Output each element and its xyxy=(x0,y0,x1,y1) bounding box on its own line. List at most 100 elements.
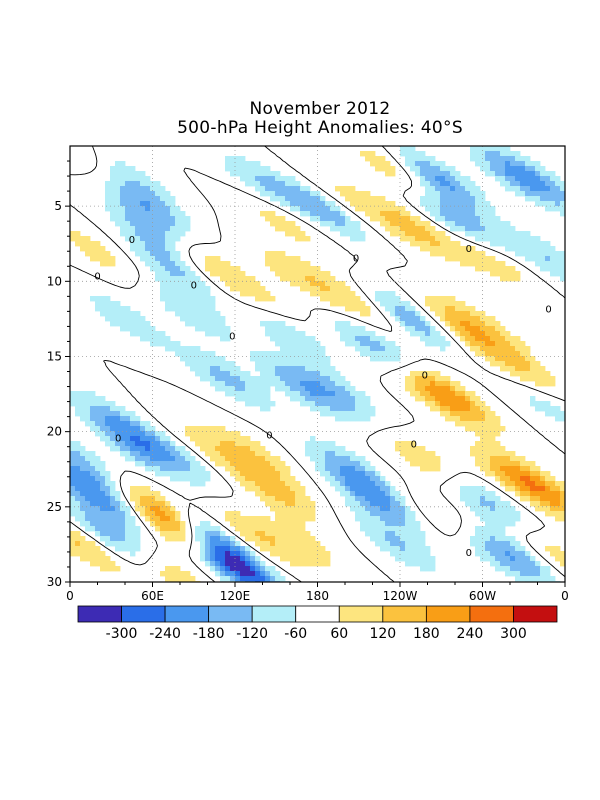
field-cell xyxy=(325,356,331,362)
field-cell xyxy=(420,536,426,542)
field-cell xyxy=(335,396,341,402)
field-cell xyxy=(225,266,231,272)
field-cell xyxy=(510,556,516,562)
field-cell xyxy=(330,291,336,297)
field-cell xyxy=(440,406,446,412)
field-cell xyxy=(535,196,541,202)
field-cell xyxy=(125,526,131,532)
field-cell xyxy=(515,251,521,257)
field-cell xyxy=(380,541,386,547)
field-cell xyxy=(235,561,241,567)
field-cell xyxy=(300,236,306,242)
field-cell xyxy=(95,511,101,517)
field-cell xyxy=(145,321,151,327)
field-cell xyxy=(490,506,496,512)
field-cell xyxy=(340,291,346,297)
field-cell xyxy=(490,511,496,517)
field-cell xyxy=(155,516,161,522)
field-cell xyxy=(200,281,206,287)
field-cell xyxy=(435,211,441,217)
field-cell xyxy=(95,301,101,307)
field-cell xyxy=(390,296,396,302)
field-cell xyxy=(110,436,116,442)
field-cell xyxy=(300,211,306,217)
y-tick-label: 5 xyxy=(54,199,62,213)
field-cell xyxy=(355,206,361,212)
field-cell xyxy=(510,246,516,252)
field-cell xyxy=(135,501,141,507)
field-cell xyxy=(295,256,301,262)
field-cell xyxy=(200,531,206,537)
field-cell xyxy=(300,281,306,287)
field-cell xyxy=(535,576,541,582)
field-cell xyxy=(95,476,101,482)
field-cell xyxy=(370,351,376,357)
field-cell xyxy=(215,461,221,467)
field-cell xyxy=(90,411,96,417)
field-cell xyxy=(160,286,166,292)
field-cell xyxy=(95,491,101,497)
field-cell xyxy=(175,261,181,267)
field-cell xyxy=(475,146,481,152)
field-cell xyxy=(105,541,111,547)
field-cell xyxy=(240,371,246,377)
field-cell xyxy=(190,471,196,477)
field-cell xyxy=(230,466,236,472)
field-cell xyxy=(300,206,306,212)
field-cell xyxy=(105,436,111,442)
field-cell xyxy=(280,326,286,332)
field-cell xyxy=(170,201,176,207)
field-cell xyxy=(130,536,136,542)
field-cell xyxy=(505,276,511,282)
field-cell xyxy=(365,461,371,467)
field-cell xyxy=(160,241,166,247)
field-cell xyxy=(180,476,186,482)
field-cell xyxy=(310,386,316,392)
field-cell xyxy=(170,261,176,267)
field-cell xyxy=(290,271,296,277)
field-cell xyxy=(125,441,131,447)
field-cell xyxy=(310,366,316,372)
field-cell xyxy=(490,541,496,547)
field-cell xyxy=(275,356,281,362)
field-cell xyxy=(110,506,116,512)
field-cell xyxy=(95,516,101,522)
field-cell xyxy=(290,526,296,532)
field-cell xyxy=(460,226,466,232)
field-cell xyxy=(435,166,441,172)
field-cell xyxy=(305,336,311,342)
field-cell xyxy=(495,356,501,362)
field-cell xyxy=(155,511,161,517)
field-cell xyxy=(360,346,366,352)
field-cell xyxy=(485,151,491,157)
field-cell xyxy=(525,186,531,192)
y-tick-label: 10 xyxy=(47,274,62,288)
field-cell xyxy=(515,556,521,562)
field-cell xyxy=(510,546,516,552)
field-cell xyxy=(420,556,426,562)
field-cell xyxy=(405,536,411,542)
field-cell xyxy=(205,266,211,272)
field-cell xyxy=(545,406,551,412)
field-cell xyxy=(460,406,466,412)
field-cell xyxy=(320,401,326,407)
field-cell xyxy=(105,251,111,257)
field-cell xyxy=(240,566,246,572)
field-cell xyxy=(245,386,251,392)
field-cell xyxy=(200,466,206,472)
field-cell xyxy=(515,371,521,377)
field-cell xyxy=(460,391,466,397)
field-cell xyxy=(190,576,196,582)
field-cell xyxy=(120,306,126,312)
field-cell xyxy=(295,481,301,487)
field-cell xyxy=(255,281,261,287)
field-cell xyxy=(190,276,196,282)
field-cell xyxy=(495,426,501,432)
field-cell xyxy=(535,566,541,572)
field-cell xyxy=(500,546,506,552)
field-cell xyxy=(70,506,76,512)
field-cell xyxy=(510,346,516,352)
field-cell xyxy=(120,181,126,187)
field-cell xyxy=(285,361,291,367)
field-cell xyxy=(245,396,251,402)
